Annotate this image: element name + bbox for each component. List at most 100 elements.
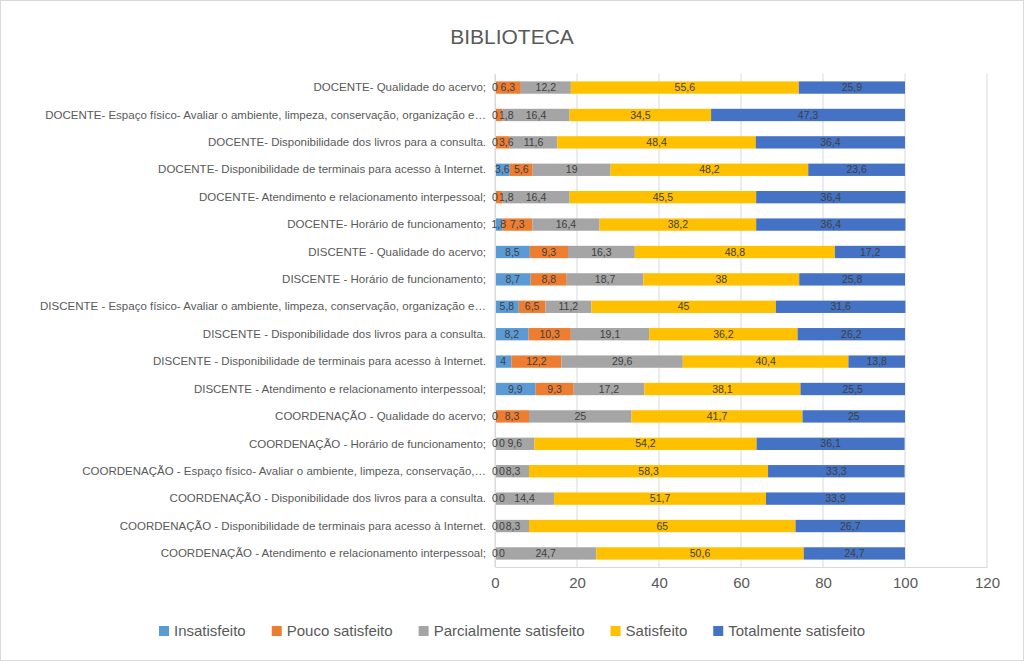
- data-label: 6,5: [525, 300, 540, 312]
- bar-segment: [519, 301, 546, 313]
- data-label: 65: [656, 520, 668, 532]
- data-label: 47,3: [798, 109, 819, 121]
- legend-label: Parcialmente satisfeito: [434, 622, 585, 639]
- bar-segment: [798, 328, 905, 340]
- x-axis-line: [496, 567, 988, 568]
- bar-segment: [835, 246, 906, 258]
- data-label: 48,8: [725, 246, 746, 258]
- bar-segment: [611, 164, 809, 176]
- y-tick-label: DOCENTE- Qualidade do acervo;: [313, 81, 486, 93]
- bar-segment: [561, 355, 682, 367]
- y-tick: COORDENAÇÃO - Espaço físico- Avaliar o a…: [82, 465, 495, 477]
- data-label: 8,8: [541, 273, 556, 285]
- data-label: 25,8: [842, 273, 863, 285]
- data-label: 54,2: [635, 437, 656, 449]
- data-label: 0: [492, 492, 498, 504]
- bar-segment: [495, 246, 530, 258]
- bar-segment: [529, 465, 768, 477]
- data-label: 0: [492, 465, 498, 477]
- legend-label: Pouco satisfeito: [287, 622, 393, 639]
- bar-segment: [495, 410, 529, 422]
- x-tick-label: 60: [733, 574, 750, 591]
- data-label: 25,9: [842, 81, 863, 93]
- data-label: 7,3: [510, 218, 525, 230]
- y-tick: COORDENAÇÃO - Disponibilidade dos livros…: [170, 492, 495, 504]
- data-label: 38,1: [712, 383, 733, 395]
- x-tick-label: 40: [651, 574, 668, 591]
- data-label: 36,2: [713, 328, 734, 340]
- y-tick: COORDENAÇÃO - Qualidade do acervo;: [275, 410, 495, 422]
- bar-segment: [495, 164, 510, 176]
- bar-segment: [800, 383, 905, 395]
- data-label: 0: [492, 191, 498, 203]
- y-tick-label: DISCENTE - Disponibilidade de terminais …: [153, 355, 486, 367]
- y-tick-label: DOCENTE- Horário de funcionamento;: [287, 218, 486, 230]
- data-label: 6,3: [501, 81, 516, 93]
- data-label: 0: [492, 109, 498, 121]
- bar-segment: [756, 136, 905, 148]
- data-label: 0: [499, 465, 505, 477]
- bar-segment: [574, 383, 645, 395]
- data-labels: 06,312,255,625,901,816,434,547,303,611,6…: [491, 81, 887, 559]
- data-label: 16,4: [556, 218, 577, 230]
- bar-segment: [571, 328, 649, 340]
- data-label: 0: [499, 520, 505, 532]
- data-label: 25,5: [843, 383, 864, 395]
- bar-segment: [649, 328, 797, 340]
- bar-segment: [529, 520, 796, 532]
- x-tick: 120: [975, 567, 1000, 591]
- x-tick-label: 120: [975, 574, 1000, 591]
- data-label: 0: [492, 410, 498, 422]
- data-label: 9,6: [507, 437, 522, 449]
- y-tick: DISCENTE - Espaço físico- Avaliar o ambi…: [40, 300, 495, 312]
- x-axis: 020406080100120: [491, 567, 1000, 591]
- data-label: 17,2: [860, 246, 881, 258]
- bar-segment: [683, 355, 849, 367]
- data-label: 45,5: [653, 191, 674, 203]
- data-label: 0: [492, 136, 498, 148]
- y-tick-label: COORDENAÇÃO - Qualidade do acervo;: [275, 410, 486, 422]
- data-label: 1,8: [499, 109, 514, 121]
- data-label: 8,3: [506, 520, 521, 532]
- data-label: 16,4: [526, 109, 547, 121]
- data-label: 26,2: [841, 328, 862, 340]
- y-tick-label: DISCENTE - Qualidade do acervo;: [308, 246, 486, 258]
- bar-segment: [529, 410, 632, 422]
- x-tick: 20: [569, 567, 586, 591]
- bar-segment: [571, 81, 799, 93]
- chart: BIBLIOTECA020406080100120DOCENTE- Qualid…: [0, 0, 1024, 661]
- bar-segment: [532, 218, 599, 230]
- data-label: 0: [492, 81, 498, 93]
- bar-segment: [711, 109, 905, 121]
- data-label: 18,7: [595, 273, 616, 285]
- y-tick-label: DISCENTE - Atendimento e relacionamento …: [194, 383, 486, 395]
- data-label: 8,2: [505, 328, 520, 340]
- data-label: 0: [492, 547, 498, 559]
- y-tick-label: COORDENAÇÃO - Disponibilidade dos livros…: [170, 492, 486, 504]
- data-label: 11,2: [559, 300, 579, 312]
- bar-segment: [643, 273, 799, 285]
- data-label: 33,9: [825, 492, 846, 504]
- bar-segment: [495, 520, 529, 532]
- bar-segment: [495, 547, 596, 559]
- data-label: 36,4: [820, 136, 841, 148]
- x-tick-label: 100: [893, 574, 918, 591]
- bar-segment: [533, 164, 611, 176]
- y-tick: DOCENTE- Horário de funcionamento;: [287, 218, 495, 230]
- bar-segment: [554, 492, 766, 504]
- data-label: 24,7: [844, 547, 865, 559]
- bar-segment: [644, 383, 800, 395]
- data-label: 9,9: [508, 383, 523, 395]
- y-tick-label: COORDENAÇÃO - Horário de funcionamento;: [249, 437, 486, 449]
- y-tick: DISCENTE - Disponibilidade de terminais …: [153, 355, 495, 367]
- data-label: 12,2: [536, 81, 557, 93]
- bar-segment: [757, 438, 905, 450]
- data-label: 0: [492, 437, 498, 449]
- data-label: 14,4: [514, 492, 535, 504]
- x-tick: 40: [651, 567, 668, 591]
- y-tick-label: DISCENTE - Espaço físico- Avaliar o ambi…: [40, 300, 486, 312]
- bar-segment: [511, 355, 561, 367]
- bar-segment: [521, 81, 571, 93]
- data-label: 16,3: [591, 246, 612, 258]
- bar-segment: [567, 273, 644, 285]
